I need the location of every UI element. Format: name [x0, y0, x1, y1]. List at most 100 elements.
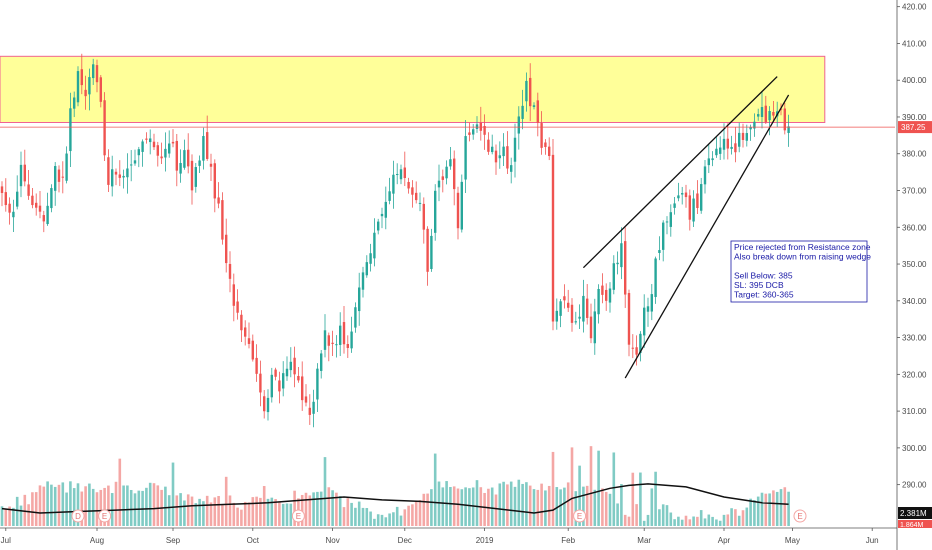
event-marker-circle[interactable] — [98, 509, 112, 523]
volume-bar — [631, 472, 635, 526]
volume-bar — [365, 508, 369, 526]
candle-body — [745, 133, 748, 141]
volume-bar — [623, 514, 627, 526]
candle — [517, 106, 520, 150]
volume-bar — [513, 486, 517, 526]
candle — [738, 122, 741, 153]
candle — [563, 284, 566, 309]
candle — [179, 149, 182, 183]
volume-bar — [266, 498, 270, 526]
candle-body — [635, 347, 638, 355]
volume-bar — [468, 488, 471, 526]
candle-body — [80, 69, 83, 86]
volume-bar — [384, 517, 388, 526]
volume-bar — [15, 496, 19, 526]
volume-bar — [65, 492, 68, 526]
wedge-upper-line[interactable] — [582, 76, 778, 269]
candle-body — [787, 126, 790, 133]
volume-bar — [483, 492, 486, 526]
candle-body — [688, 195, 691, 220]
candle-body — [639, 333, 642, 354]
candle-body — [434, 190, 437, 233]
candle — [703, 159, 707, 194]
candle — [232, 273, 235, 322]
volume-bar — [221, 504, 224, 526]
candle-body — [715, 148, 718, 156]
candle — [669, 204, 672, 237]
candle — [726, 123, 729, 160]
candle — [491, 134, 494, 155]
candle-body — [149, 138, 152, 143]
price-tick-label: 400.00 — [902, 76, 927, 85]
volume-bar — [418, 500, 422, 526]
time-tick-label: Dec — [398, 536, 412, 545]
candle — [384, 186, 387, 230]
candle-body — [266, 397, 270, 413]
volume-bar — [688, 519, 692, 526]
price-tick-label: 410.00 — [902, 39, 927, 48]
candle-body — [700, 184, 703, 211]
candle — [567, 289, 570, 312]
candle-body — [255, 357, 258, 374]
candle — [145, 132, 148, 144]
candle-body — [521, 105, 524, 119]
volume-bar — [243, 501, 247, 526]
volume-bar — [680, 519, 684, 526]
annotation-layer[interactable]: Price rejected from Resistance zoneAlso … — [730, 240, 871, 303]
candle — [152, 133, 156, 150]
volume-bar — [661, 504, 665, 526]
candle-body — [589, 316, 593, 339]
candle-body — [270, 374, 273, 398]
event-marker-label: E — [577, 512, 582, 521]
candle — [620, 227, 623, 280]
price-tick-label: 330.00 — [902, 334, 927, 343]
event-marker[interactable]: D — [71, 509, 85, 523]
candle — [304, 384, 308, 407]
event-marker[interactable]: E — [573, 509, 587, 523]
wedge-lower-line[interactable] — [624, 94, 790, 379]
volume-bar — [787, 491, 790, 526]
volume-bar — [403, 509, 407, 526]
annotation-box[interactable] — [730, 240, 868, 303]
volume-bar — [217, 495, 220, 526]
candle-body — [320, 353, 323, 371]
candle-body — [445, 166, 448, 179]
wedge-layer[interactable] — [582, 76, 790, 379]
candle — [118, 160, 121, 187]
event-marker-circle[interactable] — [71, 509, 85, 523]
volume-bar — [464, 487, 467, 526]
candle — [301, 361, 304, 411]
event-marker-circle[interactable] — [291, 509, 305, 523]
candle-body — [396, 174, 399, 176]
candle-body — [753, 121, 756, 129]
volume-bar — [224, 476, 228, 526]
candle — [270, 367, 273, 403]
volume-bar — [768, 493, 771, 526]
candle-body — [274, 369, 277, 377]
volume-bar — [262, 486, 266, 526]
candle — [540, 111, 543, 155]
event-marker-circle[interactable] — [793, 509, 807, 523]
volume-bar — [293, 490, 296, 526]
candle-body — [464, 136, 467, 180]
event-marker[interactable]: E — [98, 509, 112, 523]
price-tick-label: 370.00 — [902, 187, 927, 196]
candle — [768, 106, 771, 136]
candle — [95, 59, 99, 93]
volume-bar — [563, 487, 566, 526]
candle-body — [757, 114, 760, 117]
candle-body — [377, 221, 380, 231]
candle-body — [221, 200, 224, 240]
candle — [673, 197, 676, 215]
candle-body — [544, 142, 547, 148]
event-marker[interactable]: E — [291, 509, 305, 523]
volume-bar — [654, 471, 657, 526]
event-marker[interactable]: E — [793, 509, 807, 523]
candle — [506, 131, 509, 175]
volume-bar — [202, 501, 205, 526]
event-marker-circle[interactable] — [573, 509, 587, 523]
candle — [677, 182, 680, 202]
